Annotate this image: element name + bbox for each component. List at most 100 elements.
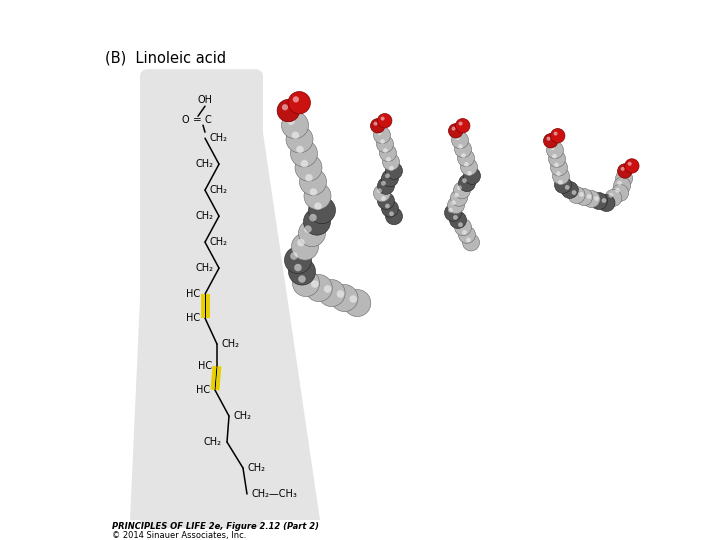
Circle shape	[324, 285, 331, 293]
Circle shape	[454, 140, 472, 158]
Circle shape	[613, 177, 631, 194]
Text: Figure 2.12  Saturated and Unsaturated Fatty Acids (Part 2): Figure 2.12 Saturated and Unsaturated Fa…	[9, 8, 485, 23]
Circle shape	[554, 177, 572, 193]
Circle shape	[286, 126, 313, 153]
Circle shape	[374, 185, 390, 202]
Text: HC: HC	[196, 385, 210, 395]
Circle shape	[457, 185, 462, 190]
Circle shape	[294, 264, 302, 271]
Circle shape	[449, 212, 467, 228]
Circle shape	[377, 192, 395, 210]
Text: C: C	[204, 115, 212, 125]
Circle shape	[290, 252, 298, 260]
Circle shape	[594, 196, 599, 201]
Circle shape	[458, 222, 463, 227]
Circle shape	[462, 234, 480, 251]
Circle shape	[382, 153, 400, 171]
Circle shape	[454, 193, 459, 198]
Circle shape	[284, 247, 312, 274]
Circle shape	[377, 113, 392, 128]
Circle shape	[461, 153, 466, 158]
Circle shape	[598, 194, 615, 212]
Circle shape	[292, 132, 300, 139]
Circle shape	[377, 130, 382, 135]
Circle shape	[464, 167, 480, 184]
Circle shape	[462, 178, 467, 183]
Circle shape	[628, 162, 631, 166]
Circle shape	[552, 168, 570, 185]
Circle shape	[616, 170, 633, 187]
Circle shape	[575, 188, 593, 206]
Circle shape	[288, 92, 310, 114]
Circle shape	[552, 154, 557, 159]
Circle shape	[625, 159, 639, 173]
Text: © 2014 Sinauer Associates, Inc.: © 2014 Sinauer Associates, Inc.	[112, 531, 246, 540]
Circle shape	[385, 208, 402, 225]
Circle shape	[382, 170, 398, 187]
Circle shape	[374, 122, 377, 126]
Text: HC: HC	[198, 361, 212, 371]
Circle shape	[382, 200, 398, 217]
Circle shape	[293, 96, 299, 103]
Circle shape	[305, 174, 312, 181]
Circle shape	[453, 215, 458, 220]
Circle shape	[451, 132, 469, 148]
Circle shape	[381, 117, 384, 120]
Circle shape	[305, 274, 333, 301]
Circle shape	[583, 191, 600, 207]
Circle shape	[608, 193, 613, 198]
Circle shape	[381, 196, 386, 201]
Circle shape	[556, 171, 561, 176]
Circle shape	[377, 188, 382, 193]
Circle shape	[568, 186, 585, 204]
Circle shape	[590, 193, 608, 210]
Circle shape	[277, 99, 300, 122]
Circle shape	[337, 290, 344, 298]
Text: O: O	[181, 115, 189, 125]
Text: CH₂: CH₂	[196, 211, 214, 221]
Circle shape	[304, 183, 331, 210]
Text: CH₂: CH₂	[210, 133, 228, 143]
Circle shape	[377, 177, 395, 194]
Circle shape	[546, 141, 564, 159]
Circle shape	[619, 173, 624, 178]
Circle shape	[295, 154, 322, 181]
Circle shape	[615, 188, 620, 193]
Circle shape	[554, 163, 559, 167]
Circle shape	[300, 168, 326, 195]
Circle shape	[314, 202, 322, 210]
Circle shape	[385, 173, 390, 178]
Circle shape	[292, 233, 318, 260]
Circle shape	[380, 139, 384, 144]
Circle shape	[297, 239, 305, 246]
Circle shape	[458, 144, 463, 149]
Circle shape	[565, 185, 570, 190]
Circle shape	[558, 180, 563, 185]
Text: CH₂: CH₂	[222, 339, 240, 349]
Circle shape	[385, 163, 402, 179]
Circle shape	[287, 117, 294, 125]
Circle shape	[331, 285, 358, 312]
Text: CH₂: CH₂	[204, 437, 222, 447]
Circle shape	[621, 167, 625, 171]
Circle shape	[551, 159, 567, 176]
Circle shape	[310, 188, 318, 196]
Circle shape	[377, 136, 394, 153]
Circle shape	[546, 137, 551, 140]
Text: CH₂: CH₂	[196, 263, 214, 273]
Circle shape	[386, 157, 391, 162]
Text: HC: HC	[186, 313, 200, 323]
Circle shape	[301, 160, 308, 167]
Circle shape	[451, 127, 456, 131]
Text: HC: HC	[186, 289, 200, 299]
Text: =: =	[193, 115, 202, 125]
Circle shape	[289, 258, 315, 285]
Circle shape	[467, 171, 472, 176]
Circle shape	[444, 204, 462, 221]
Text: CH₂: CH₂	[234, 411, 252, 421]
Circle shape	[448, 197, 464, 214]
Circle shape	[290, 140, 318, 167]
Circle shape	[389, 211, 394, 216]
Circle shape	[389, 166, 394, 171]
Circle shape	[459, 122, 462, 126]
